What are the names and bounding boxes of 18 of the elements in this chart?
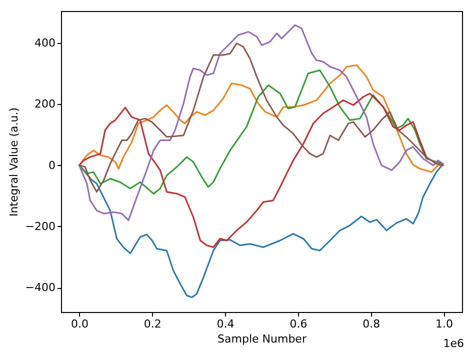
y-tick-label: 400 — [34, 36, 56, 50]
x-tick-label: 0.4 — [216, 318, 234, 330]
x-tick-label: 0.0 — [70, 318, 88, 330]
line-series — [78, 70, 444, 194]
line-series — [78, 24, 444, 222]
x-tick-label: 0.2 — [144, 318, 162, 330]
line-series — [78, 42, 444, 193]
y-tick-label: 0 — [48, 158, 56, 172]
y-tick-label: −400 — [25, 281, 56, 294]
x-axis-title: Sample Number — [218, 332, 307, 346]
text: 1e6 — [443, 337, 464, 350]
x-tick-label: 1.0 — [436, 318, 454, 330]
y-axis-title: Integral Value (a.u.) — [7, 107, 20, 217]
y-tick-label: −200 — [25, 220, 56, 233]
line-series — [78, 64, 444, 173]
x-tick-label: 0.8 — [362, 318, 380, 330]
y-tick-label: 200 — [34, 98, 56, 111]
x-tick-label: 0.6 — [290, 318, 308, 330]
